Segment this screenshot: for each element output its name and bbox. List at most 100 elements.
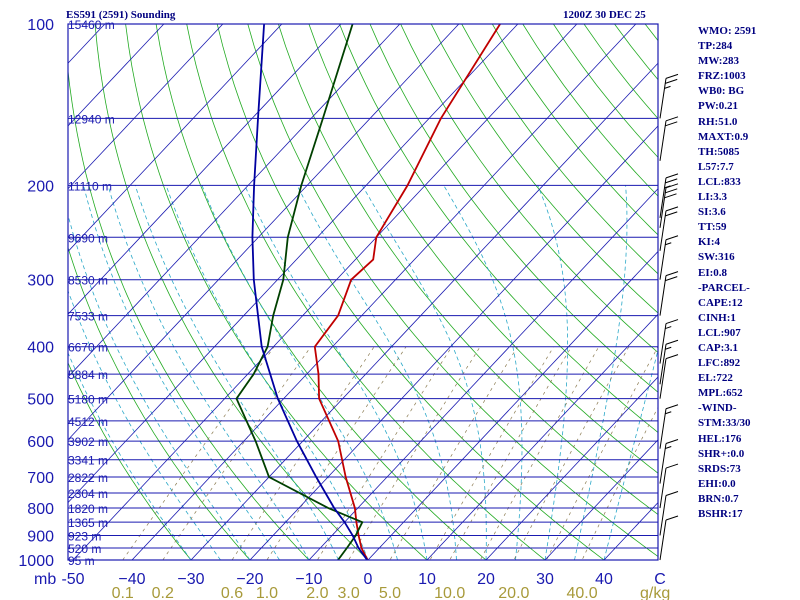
parcel-profile: [251, 24, 369, 560]
wind-barb-staff: [659, 519, 667, 561]
height-label: 15460 m: [68, 18, 115, 32]
height-label: 1820 m: [68, 502, 108, 516]
mixing-ratio-label: 40.0: [566, 585, 597, 600]
index-line: -WIND-: [698, 402, 737, 415]
mixing-ratio-line: [389, 346, 518, 560]
temperature-tick-label: 0: [364, 571, 373, 588]
wind-barb: [659, 235, 679, 280]
mixing-ratio-unit-label: g/kg: [640, 585, 670, 600]
plot-frame: [67, 23, 659, 561]
wind-barb-staff: [659, 275, 667, 316]
wind-barb-flag: [665, 188, 678, 194]
wind-barb-staff: [659, 239, 667, 280]
wind-barb-flag: [665, 78, 678, 84]
temperature-profile: [313, 24, 501, 560]
index-line: MW:283: [698, 55, 739, 68]
pressure-tick-label: 200: [27, 178, 54, 195]
wind-barb-staff: [659, 495, 667, 536]
isotherm: [68, 24, 283, 253]
index-line: LCL:833: [698, 175, 741, 188]
moist-adiabat: [361, 185, 487, 560]
moist-adiabat: [107, 185, 310, 560]
wind-barb-flag: [665, 271, 679, 277]
wind-barb-flag: [665, 339, 679, 345]
moist-adiabat: [537, 185, 568, 560]
wind-barb-half: [664, 85, 671, 89]
height-label: 3902 m: [68, 435, 108, 449]
temperature-tick-label: 30: [536, 571, 554, 588]
mixing-ratio-line: [546, 346, 658, 560]
isotherm: [68, 24, 519, 504]
pressure-tick-label: 500: [27, 392, 54, 409]
dry-adiabat: [125, 24, 428, 560]
mixing-ratio-line: [513, 346, 630, 560]
wind-barb-half: [665, 446, 672, 450]
wind-barb-flag: [665, 463, 679, 469]
height-label: 11110 m: [68, 179, 112, 193]
wind-barb: [659, 116, 679, 161]
pressure-tick-label: 900: [27, 528, 54, 545]
plot-area: [68, 24, 658, 560]
isotherm: [72, 24, 578, 560]
temperature-tick-label: 40: [595, 571, 613, 588]
pressure-tick-label: 800: [27, 501, 54, 518]
mixing-ratio-label: 5.0: [379, 585, 401, 600]
dry-adiabat: [68, 67, 310, 560]
pressure-tick-label: 700: [27, 470, 54, 487]
height-label: 8530 m: [68, 274, 108, 288]
height-label: 3341 m: [68, 454, 108, 468]
height-label: 5884 m: [68, 368, 108, 382]
wind-barb: [659, 271, 679, 316]
wind-barb: [659, 515, 679, 561]
temperature-tick-label: 10: [418, 571, 436, 588]
index-line: MPL:652: [698, 387, 743, 400]
index-line: LI:3.3: [698, 191, 728, 204]
wind-barb-flag: [665, 178, 678, 184]
index-line: EL:722: [698, 372, 733, 385]
wind-barb-flag: [665, 319, 679, 325]
mixing-ratio-label: 0.1: [112, 585, 134, 600]
wind-barb-flag: [665, 116, 679, 122]
mixing-ratio-line: [122, 346, 275, 560]
mixing-ratio-line: [581, 406, 658, 560]
index-line: -PARCEL-: [698, 281, 750, 294]
dry-adiabat: [369, 24, 658, 393]
index-line: HEL:176: [698, 432, 742, 445]
index-line: KI:4: [698, 236, 720, 249]
isotherm: [68, 24, 224, 190]
index-line: PW:0.21: [698, 100, 739, 113]
dry-adiabat: [339, 24, 658, 433]
isotherm: [68, 24, 401, 378]
moist-adiabat: [165, 185, 369, 560]
dry-adiabat: [68, 361, 192, 560]
pressure-tick-label: 100: [27, 17, 54, 34]
wind-barb-staff: [659, 187, 667, 228]
wind-barb-half: [665, 326, 672, 330]
wind-barb: [659, 404, 679, 449]
station-title: ES591 (2591) Sounding: [66, 9, 176, 21]
wind-barb: [659, 490, 679, 536]
pressure-tick-label: 300: [27, 273, 54, 290]
wind-barb-staff: [659, 210, 667, 251]
moist-adiabat: [68, 289, 221, 560]
isotherm: [68, 24, 460, 441]
index-line: SHR+:0.0: [698, 447, 745, 460]
index-line: L57:7.7: [698, 160, 734, 173]
indices-panel: WMO: 2591 TP:284 MW:283 FRZ:1003 WB0: BG PW:0…: [698, 24, 798, 522]
wind-barb-staff: [659, 177, 667, 218]
mixing-ratio-line: [479, 346, 600, 560]
moist-adiabat: [443, 185, 523, 560]
wind-barb-flag: [665, 490, 679, 496]
mixing-ratio-line: [231, 346, 375, 560]
pressure-tick-label: 400: [27, 340, 54, 357]
isotherm: [485, 376, 658, 560]
moist-adiabat: [574, 185, 628, 560]
dry-adiabat: [155, 24, 487, 560]
temperature-tick-label: 20: [477, 571, 495, 588]
temperature-unit-label: C: [654, 571, 666, 588]
wind-barb: [659, 339, 679, 385]
mixing-ratio-label: 0.6: [221, 585, 243, 600]
wind-barb-staff: [659, 408, 667, 449]
